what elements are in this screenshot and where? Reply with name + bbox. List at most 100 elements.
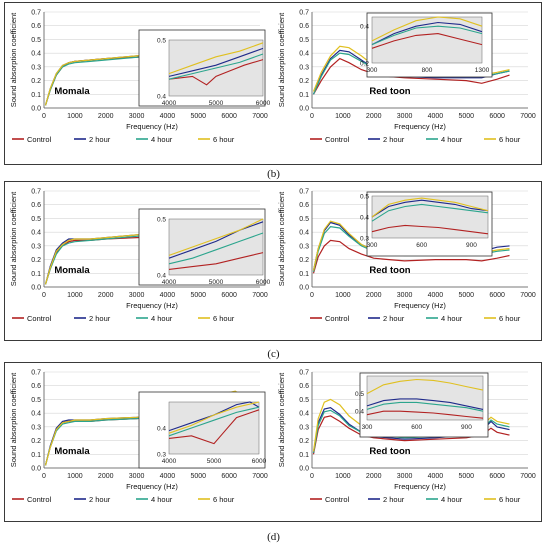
y-tick-label: 0.3: [299, 243, 309, 250]
y-tick-label: 0.5: [31, 397, 41, 404]
y-tick-label: 0.2: [31, 78, 41, 85]
x-tick-label: 1000: [67, 473, 83, 480]
legend-label: 2 hour: [89, 495, 111, 504]
y-tick-label: 0.5: [299, 216, 309, 223]
x-tick-label: 0: [310, 113, 314, 120]
x-tick-label: 1000: [335, 292, 351, 299]
chart-d-momala: 0.0 0.1 0.2 0.3 0.4 0.5 0.6 0.7 0 1000 2000 3000 400…: [9, 370, 268, 505]
x-tick-label: 4000: [160, 113, 176, 120]
y-tick-label: 0.0: [31, 285, 41, 292]
y-tick-label: 0.2: [299, 438, 309, 445]
inset-x-tick-label: 600: [411, 424, 422, 431]
legend-label: 6 hour: [499, 135, 521, 144]
y-tick-label: 0.4: [299, 411, 309, 418]
x-tick-label: 2000: [366, 473, 382, 480]
inset-y-tick-label: 0.3: [157, 452, 166, 459]
x-tick-label: 7000: [520, 473, 536, 480]
y-tick-label: 0.1: [31, 92, 41, 99]
panel-label-c: (c): [267, 348, 280, 360]
y-tick-label: 0.4: [31, 230, 41, 237]
y-tick-label: 0.0: [299, 285, 309, 292]
x-tick-label: 5000: [458, 473, 474, 480]
x-tick-label: 7000: [520, 292, 536, 299]
inset-x-tick-label: 300: [367, 67, 378, 74]
x-axis-title: Frequency (Hz): [126, 122, 178, 131]
inset-series-line: [371, 25, 483, 46]
y-tick-label: 0.6: [299, 383, 309, 390]
sample-label: Red toon: [369, 265, 410, 276]
sample-label: Momala: [54, 86, 90, 97]
x-tick-label: 6000: [489, 113, 505, 120]
y-tick-label: 0.1: [31, 452, 41, 459]
y-tick-label: 0.3: [31, 243, 41, 250]
legend-label: 6 hour: [213, 495, 235, 504]
y-tick-label: 0.6: [31, 202, 41, 209]
inset-x-tick-label: 5000: [209, 100, 224, 107]
y-tick-label: 0.3: [31, 64, 41, 71]
x-tick-label: 4000: [160, 473, 176, 480]
y-tick-label: 0.2: [299, 78, 309, 85]
inset-x-tick-label: 6000: [256, 100, 271, 107]
x-tick-label: 0: [42, 473, 46, 480]
x-tick-label: 5000: [190, 473, 206, 480]
x-tick-label: 2000: [98, 473, 114, 480]
x-axis-title: Frequency (Hz): [126, 482, 178, 491]
y-tick-label: 0.4: [299, 51, 309, 58]
x-tick-label: 2000: [98, 113, 114, 120]
sample-label: Red toon: [369, 86, 410, 97]
panel-b-frame: [4, 2, 542, 165]
y-axis-title: Sound absorption coefficient: [9, 372, 18, 467]
legend-label: 4 hour: [151, 495, 173, 504]
y-axis-title: Sound absorption coefficient: [9, 191, 18, 286]
y-tick-label: 0.6: [299, 202, 309, 209]
y-tick-label: 0.7: [31, 10, 41, 17]
x-axis-title: Frequency (Hz): [394, 122, 446, 131]
x-tick-label: 4000: [428, 113, 444, 120]
legend-label: 4 hour: [441, 314, 463, 323]
x-tick-label: 1000: [335, 473, 351, 480]
legend-label: 6 hour: [499, 314, 521, 323]
inset-plot-area: [366, 375, 484, 421]
x-tick-label: 6000: [489, 292, 505, 299]
inset-x-tick-label: 6000: [256, 279, 271, 286]
inset-series-line: [371, 16, 483, 42]
inset-series-line: [371, 197, 489, 218]
inset-series-line: [168, 401, 260, 432]
y-tick-label: 0.1: [31, 271, 41, 278]
x-tick-label: 2000: [366, 113, 382, 120]
inset-y-tick-label: 0.4: [157, 273, 166, 280]
legend-label: 4 hour: [441, 495, 463, 504]
y-tick-label: 0.7: [31, 370, 41, 377]
panel-d-frame: [4, 362, 542, 522]
inset-x-tick-label: 5000: [207, 458, 222, 465]
inset-x-tick-label: 1300: [475, 67, 490, 74]
y-tick-label: 0.5: [299, 397, 309, 404]
series-line: [312, 239, 510, 274]
y-tick-label: 0.4: [299, 230, 309, 237]
x-tick-label: 1000: [67, 113, 83, 120]
y-tick-label: 0.2: [31, 438, 41, 445]
inset-series-line: [168, 59, 264, 86]
legend-label: Control: [325, 314, 350, 323]
y-tick-label: 0.7: [299, 189, 309, 196]
legend-label: Control: [27, 314, 52, 323]
x-tick-label: 6000: [489, 473, 505, 480]
y-axis-title: Sound absorption coefficient: [277, 12, 286, 107]
x-tick-label: 3000: [129, 292, 145, 299]
panel-label-b: (b): [267, 168, 280, 180]
y-tick-label: 0.0: [31, 106, 41, 113]
inset-y-tick-label: 0.4: [355, 409, 364, 416]
inset-series-line: [168, 252, 264, 270]
inset-y-tick-label: 0.4: [360, 24, 369, 31]
y-tick-label: 0.1: [299, 452, 309, 459]
y-tick-label: 0.0: [299, 106, 309, 113]
inset-series-line: [168, 232, 264, 265]
x-tick-label: 3000: [129, 113, 145, 120]
inset-y-tick-label: 0.5: [360, 194, 369, 201]
inset-series-line: [168, 406, 260, 437]
legend-label: 2 hour: [89, 314, 111, 323]
x-tick-label: 0: [310, 292, 314, 299]
legend-label: 4 hour: [151, 135, 173, 144]
inset-series-line: [168, 218, 264, 256]
x-tick-label: 3000: [397, 292, 413, 299]
